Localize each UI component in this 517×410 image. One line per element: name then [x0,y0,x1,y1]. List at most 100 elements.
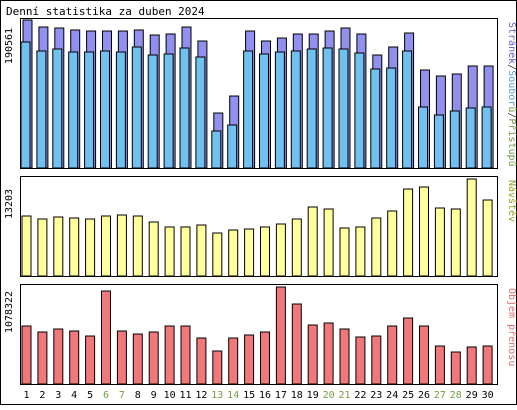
volume-bar-day-24 [387,325,398,385]
volume-bar-day-3 [53,328,64,385]
visits-bar-day-2 [37,218,48,277]
files-bar-day-2 [36,50,47,169]
volume-bar-day-10 [164,325,175,385]
visits-bar-day-19 [307,206,318,277]
volume-bar-day-2 [37,331,48,385]
visits-bar-day-16 [260,226,270,277]
legend-part-3-0: Objem přenosu [506,288,517,366]
panel-max-label-2: 13203 [4,189,15,219]
files-bar-day-27 [433,114,444,169]
files-bar-day-18 [290,50,301,169]
volume-bar-day-6 [101,290,111,385]
x-tick-label-day-26: 26 [418,390,430,401]
files-bar-day-6 [100,50,110,169]
files-bar-day-11 [179,47,190,169]
files-bar-day-25 [402,50,413,169]
files-bar-day-5 [84,51,95,169]
x-tick-label-day-7: 7 [119,390,125,401]
visits-bar-day-8 [132,215,143,277]
files-bar-day-24 [386,67,397,169]
x-tick-label-day-28: 28 [450,390,462,401]
visits-bar-day-23 [371,217,382,277]
x-tick-label-day-8: 8 [135,390,141,401]
panel-legend-2: Návštěv [506,180,517,222]
files-bar-day-22 [354,52,365,169]
x-tick-label-day-16: 16 [259,390,271,401]
volume-bar-day-17 [275,286,286,385]
files-bar-day-20 [322,47,333,169]
x-tick-label-day-20: 20 [323,390,335,401]
visits-bar-day-22 [355,226,366,277]
x-tick-label-day-30: 30 [482,390,494,401]
files-bar-day-1 [20,41,31,169]
volume-bar-day-26 [419,325,429,385]
x-tick-label-day-18: 18 [291,390,303,401]
panel-max-label-1: 190561 [4,28,15,64]
files-bar-day-21 [338,48,349,169]
legend-part-1-5: Přístupů [506,118,517,166]
panel-frame-3 [20,284,498,385]
visits-bar-day-29 [466,178,477,277]
x-tick-label-day-27: 27 [434,390,446,401]
x-tick-label-day-13: 13 [211,390,223,401]
visits-bar-day-14 [228,229,239,277]
legend-part-1-2: Soubor [506,70,517,106]
visits-bar-day-1 [21,215,32,277]
x-tick-label-day-23: 23 [370,390,382,401]
files-bar-day-8 [131,46,142,169]
panel-frame-2 [20,176,498,277]
panel-legend-3: Objem přenosu [506,288,517,366]
files-bar-day-12 [195,56,206,169]
legend-part-1-3: ů [506,106,517,112]
visits-bar-day-13 [212,232,223,277]
volume-bar-day-1 [21,325,32,385]
chart-title: Denní statistika za duben 2024 [6,5,205,18]
visits-bar-day-11 [180,226,191,277]
files-bar-day-9 [147,54,158,169]
volume-bar-day-8 [132,333,143,385]
visits-bar-day-28 [450,208,461,277]
x-tick-label-day-17: 17 [275,390,287,401]
files-bar-day-7 [115,51,126,169]
volume-bar-day-14 [228,337,239,385]
volume-bar-day-11 [180,325,191,385]
x-tick-label-day-1: 1 [23,390,29,401]
legend-part-2-0: Návštěv [506,180,517,222]
x-tick-label-day-6: 6 [103,390,109,401]
files-bar-day-16 [259,53,269,169]
visits-bar-day-12 [196,224,207,277]
visits-bar-day-3 [53,216,64,277]
volume-bar-day-12 [196,337,207,385]
x-tick-label-day-21: 21 [338,390,350,401]
visits-bar-day-9 [148,221,159,277]
visits-bar-day-26 [419,186,429,277]
x-tick-label-day-3: 3 [55,390,61,401]
x-tick-label-day-5: 5 [87,390,93,401]
visits-bar-day-24 [387,210,398,277]
visits-bar-day-17 [275,223,286,277]
legend-part-1-0: Stránek [506,22,517,64]
volume-bar-day-25 [403,317,414,385]
panel-legend-1: Stránek/Souborů/Přístupů [506,22,517,167]
volume-bar-day-13 [212,350,223,385]
x-tick-label-day-9: 9 [151,390,157,401]
volume-bar-day-9 [148,331,159,385]
x-tick-label-day-14: 14 [227,390,239,401]
x-tick-label-day-4: 4 [71,390,77,401]
files-bar-day-14 [227,124,238,169]
x-tick-label-day-12: 12 [195,390,207,401]
visits-bar-day-21 [339,227,350,277]
x-tick-label-day-11: 11 [179,390,191,401]
visits-bar-day-30 [482,199,493,277]
files-bar-day-28 [449,110,460,169]
volume-bar-day-15 [244,334,255,385]
files-bar-day-29 [465,107,476,169]
volume-bar-day-22 [355,336,366,385]
visits-bar-day-10 [164,226,175,277]
files-bar-day-17 [274,51,285,169]
visits-bar-day-4 [69,217,80,277]
x-tick-label-day-15: 15 [243,390,255,401]
volume-bar-day-19 [307,324,318,385]
panel-max-label-3: 1078322 [4,291,15,333]
